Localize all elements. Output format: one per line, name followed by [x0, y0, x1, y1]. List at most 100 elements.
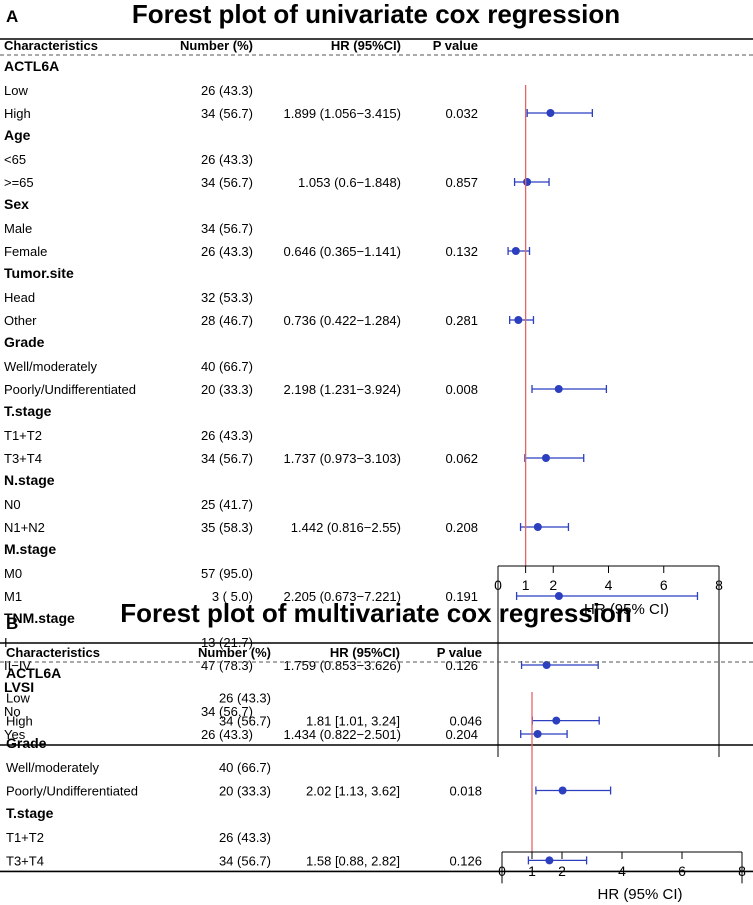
- row-number: 25 (41.7): [201, 497, 253, 512]
- x-tick-label: 1: [522, 577, 530, 593]
- row-label: High: [6, 714, 33, 729]
- row-label: Male: [4, 221, 32, 236]
- column-header: Characteristics: [4, 38, 98, 53]
- row-pvalue: 0.191: [445, 589, 478, 604]
- row-number: 26 (43.3): [219, 830, 271, 845]
- row-number: 34 (56.7): [201, 704, 253, 719]
- group-header: T.stage: [4, 403, 52, 419]
- column-header: P value: [437, 645, 482, 660]
- row-label: Low: [4, 83, 28, 98]
- row-label: Other: [4, 313, 37, 328]
- row-number: 20 (33.3): [219, 784, 271, 799]
- panel-title: Forest plot of univariate cox regression: [132, 0, 620, 29]
- row-hr: 1.58 [0.88, 2.82]: [306, 853, 400, 868]
- row-hr: 1.442 (0.816−2.55): [291, 520, 401, 535]
- group-header: ACTL6A: [4, 58, 59, 74]
- row-number: 40 (66.7): [219, 760, 271, 775]
- row-hr: 1.759 (0.853−3.626): [284, 658, 401, 673]
- group-header: Grade: [4, 334, 45, 350]
- row-number: 34 (56.7): [219, 853, 271, 868]
- x-tick-label: 6: [678, 863, 686, 879]
- x-tick-label: 2: [558, 863, 566, 879]
- row-pvalue: 0.132: [445, 244, 478, 259]
- hr-point: [541, 454, 550, 462]
- row-label: T3+T4: [4, 451, 42, 466]
- group-header: TNM.stage: [4, 610, 75, 626]
- row-label: No: [4, 704, 21, 719]
- row-hr: 2.198 (1.231−3.924): [284, 382, 401, 397]
- row-number: 26 (43.3): [201, 83, 253, 98]
- row-number: 32 (53.3): [201, 290, 253, 305]
- row-hr: 1.434 (0.822−2.501): [284, 727, 401, 742]
- hr-point: [542, 661, 551, 669]
- row-label: Head: [4, 290, 35, 305]
- row-label: T1+T2: [4, 428, 42, 443]
- row-hr: 1.053 (0.6−1.848): [298, 175, 401, 190]
- column-header: P value: [433, 38, 478, 53]
- hr-point: [554, 592, 563, 600]
- row-label: Well/moderately: [4, 359, 97, 374]
- row-pvalue: 0.046: [449, 714, 482, 729]
- group-header: N.stage: [4, 472, 55, 488]
- row-label: <65: [4, 152, 26, 167]
- row-pvalue: 0.281: [445, 313, 478, 328]
- x-tick-label: 4: [605, 577, 613, 593]
- row-label: >=65: [4, 175, 34, 190]
- row-number: 34 (56.7): [201, 451, 253, 466]
- panel-a: A Forest plot of univariate cox regressio…: [0, 0, 753, 757]
- row-pvalue: 0.018: [449, 784, 482, 799]
- row-number: 26 (43.3): [201, 428, 253, 443]
- row-number: 34 (56.7): [219, 714, 271, 729]
- row-label: Poorly/Undifferentiated: [4, 382, 136, 397]
- x-tick-label: 2: [549, 577, 557, 593]
- x-axis: 012468HR (95% CI): [498, 851, 746, 903]
- column-header: Characteristics: [6, 645, 100, 660]
- row-hr: 1.81 [1.01, 3.24]: [306, 714, 400, 729]
- row-number: 34 (56.7): [201, 106, 253, 121]
- row-label: N0: [4, 497, 21, 512]
- row-hr: 1.737 (0.973−3.103): [284, 451, 401, 466]
- row-number: 26 (43.3): [201, 727, 253, 742]
- hr-point: [546, 109, 555, 117]
- row-hr: 1.899 (1.056−3.415): [284, 106, 401, 121]
- group-header: M.stage: [4, 541, 56, 557]
- group-header: Age: [4, 127, 31, 143]
- panel-b: B Forest plot of multivariate cox regress…: [0, 598, 753, 903]
- row-pvalue: 0.857: [445, 175, 478, 190]
- column-header: HR (95%CI): [330, 645, 400, 660]
- hr-point: [545, 856, 554, 865]
- row-label: T1+T2: [6, 830, 44, 845]
- hr-point: [511, 247, 520, 255]
- row-label: Yes: [4, 727, 26, 742]
- panel-label: B: [6, 614, 18, 633]
- x-axis-title: HR (95% CI): [584, 601, 669, 618]
- panel-title: Forest plot of multivariate cox regressi…: [120, 598, 631, 628]
- hr-point: [533, 523, 542, 531]
- group-header: Tumor.site: [4, 265, 74, 281]
- row-label: N1+N2: [4, 520, 45, 535]
- row-pvalue: 0.126: [449, 853, 482, 868]
- row-number: 47 (78.3): [201, 658, 253, 673]
- row-label: Poorly/Undifferentiated: [6, 784, 138, 799]
- row-number: 26 (43.3): [201, 244, 253, 259]
- row-number: 26 (43.3): [201, 152, 253, 167]
- row-label: Well/moderately: [6, 760, 99, 775]
- x-tick-label: 4: [618, 863, 626, 879]
- group-header: ACTL6A: [6, 665, 61, 681]
- x-tick-label: 6: [660, 577, 668, 593]
- row-hr: 2.205 (0.673−7.221): [284, 589, 401, 604]
- column-header: Number (%): [180, 38, 253, 53]
- row-pvalue: 0.008: [445, 382, 478, 397]
- panel-label: A: [6, 7, 18, 26]
- hr-point: [523, 178, 532, 186]
- hr-point: [554, 385, 563, 393]
- row-label: Low: [6, 690, 30, 705]
- row-number: 20 (33.3): [201, 382, 253, 397]
- hr-point: [533, 730, 542, 738]
- group-header: Sex: [4, 196, 29, 212]
- row-label: High: [4, 106, 31, 121]
- row-number: 26 (43.3): [219, 690, 271, 705]
- column-header: HR (95%CI): [331, 38, 401, 53]
- row-number: 40 (66.7): [201, 359, 253, 374]
- row-pvalue: 0.032: [445, 106, 478, 121]
